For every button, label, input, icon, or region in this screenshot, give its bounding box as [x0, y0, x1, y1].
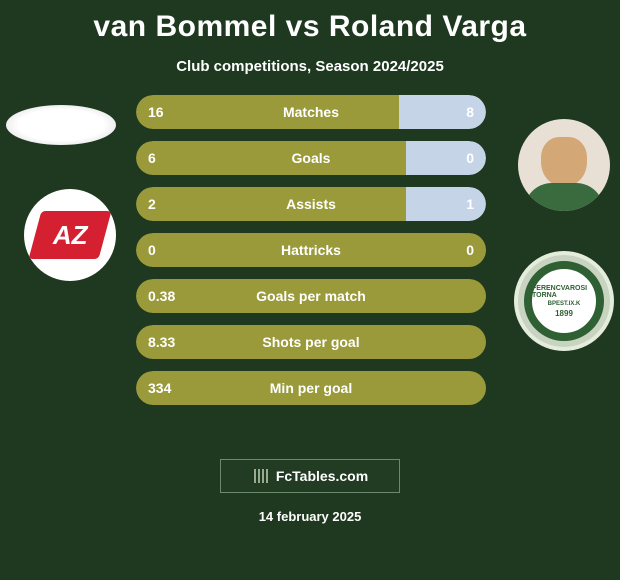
subtitle: Club competitions, Season 2024/2025	[0, 44, 620, 75]
az-badge: AZ	[29, 211, 112, 259]
stat-row: 334Min per goal	[136, 371, 486, 405]
az-code: AZ	[53, 220, 88, 251]
stat-row: 00Hattricks	[136, 233, 486, 267]
ftc-top-text: FERENCVAROSI TORNA	[532, 285, 596, 299]
stat-row: 8.33Shots per goal	[136, 325, 486, 359]
ftc-badge: FERENCVAROSI TORNA BPEST.IX.K 1899	[524, 261, 604, 341]
stat-label: Shots per goal	[136, 325, 486, 359]
stat-label: Matches	[136, 95, 486, 129]
brand-text: FcTables.com	[276, 468, 368, 484]
comparison-chart: AZ FERENCVAROSI TORNA BPEST.IX.K 1899 16…	[0, 95, 620, 435]
brand-box[interactable]: FcTables.com	[220, 459, 400, 493]
stat-label: Goals per match	[136, 279, 486, 313]
stat-row: 0.38Goals per match	[136, 279, 486, 313]
date-text: 14 february 2025	[0, 509, 620, 524]
stat-row: 21Assists	[136, 187, 486, 221]
stat-label: Goals	[136, 141, 486, 175]
page-title: van Bommel vs Roland Varga	[0, 0, 620, 44]
stat-row: 168Matches	[136, 95, 486, 129]
stat-bars: 168Matches 60Goals 21Assists 00Hattricks 0.3…	[136, 95, 486, 417]
stat-label: Assists	[136, 187, 486, 221]
stat-label: Min per goal	[136, 371, 486, 405]
brand-icon	[252, 469, 270, 483]
ftc-year: 1899	[555, 309, 573, 318]
player-left-avatar	[6, 105, 116, 145]
club-right-logo: FERENCVAROSI TORNA BPEST.IX.K 1899	[514, 251, 614, 351]
stat-row: 60Goals	[136, 141, 486, 175]
ftc-mid-text: BPEST.IX.K	[548, 301, 581, 307]
player-right-avatar	[518, 119, 610, 211]
stat-label: Hattricks	[136, 233, 486, 267]
club-left-logo: AZ	[24, 189, 116, 281]
